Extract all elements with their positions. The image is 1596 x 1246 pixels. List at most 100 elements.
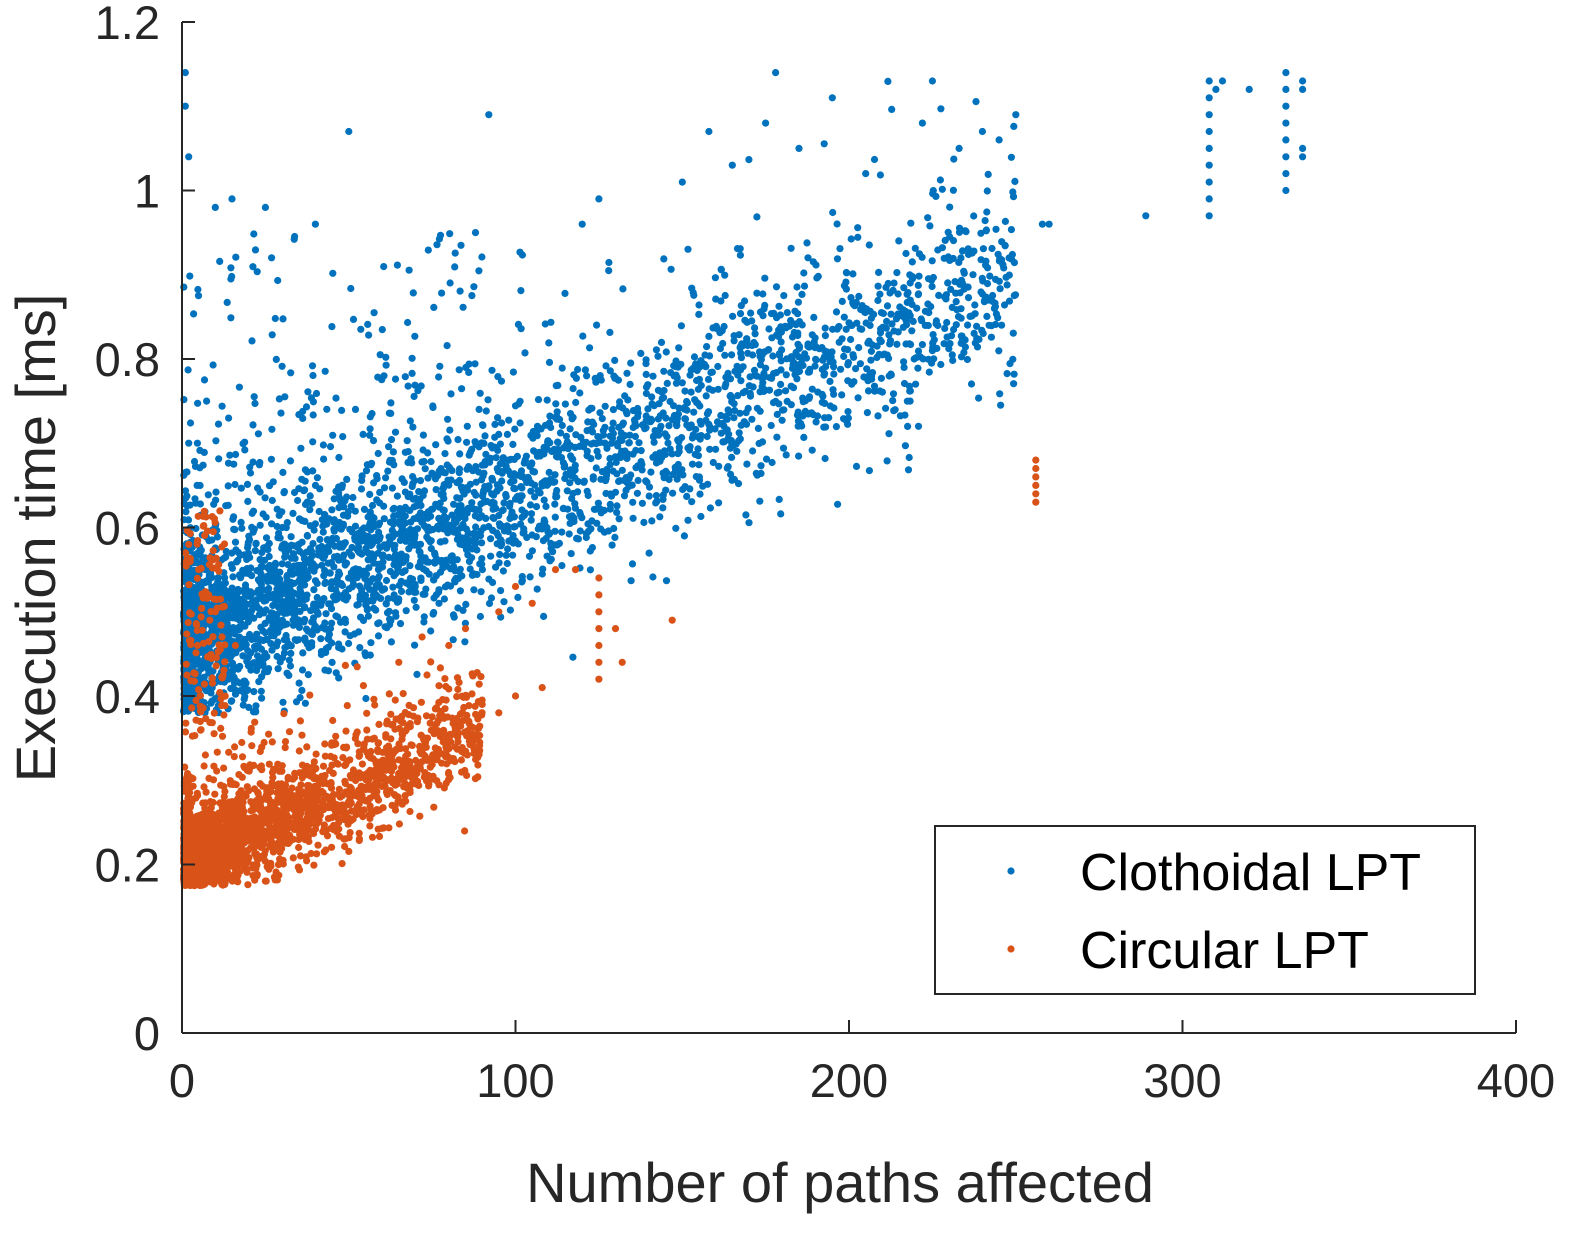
data-point <box>296 852 305 860</box>
data-point <box>854 394 862 402</box>
data-point <box>606 328 614 336</box>
data-point <box>470 283 478 291</box>
data-point <box>345 639 353 648</box>
data-point <box>821 332 830 340</box>
data-point <box>183 492 191 500</box>
data-point <box>781 322 789 330</box>
data-point <box>863 365 871 373</box>
data-point <box>602 474 610 483</box>
data-point <box>238 524 246 532</box>
data-point <box>884 279 892 288</box>
data-point <box>310 586 318 594</box>
data-point <box>929 187 937 195</box>
data-point <box>778 406 787 414</box>
data-point <box>826 357 834 366</box>
data-point <box>591 374 599 382</box>
data-point <box>590 420 598 428</box>
data-point <box>433 241 441 249</box>
data-point <box>251 547 259 555</box>
data-point <box>605 267 613 275</box>
data-point <box>526 573 534 581</box>
data-point <box>807 409 816 417</box>
data-point <box>239 652 247 660</box>
data-point <box>279 468 287 476</box>
data-point <box>271 561 279 569</box>
data-point <box>364 320 372 328</box>
data-point <box>736 310 745 318</box>
data-point <box>680 404 689 412</box>
data-point <box>970 212 978 220</box>
data-point <box>280 488 288 496</box>
data-point <box>534 396 543 404</box>
data-point <box>1005 254 1013 262</box>
data-point <box>392 612 400 620</box>
data-point <box>874 296 882 305</box>
data-point <box>373 536 381 545</box>
data-point <box>844 359 853 367</box>
data-point <box>591 505 600 513</box>
data-point <box>186 571 194 579</box>
data-point <box>1299 144 1307 152</box>
data-point <box>345 127 353 136</box>
data-point <box>964 294 973 302</box>
data-point <box>902 249 910 258</box>
data-point <box>404 458 412 467</box>
data-point <box>782 371 790 379</box>
data-point <box>410 588 418 596</box>
data-point <box>321 666 329 674</box>
data-point <box>476 612 484 621</box>
data-point <box>961 227 969 235</box>
data-point <box>712 445 720 453</box>
data-point <box>882 404 890 412</box>
data-point <box>229 662 237 670</box>
data-point <box>847 294 855 302</box>
data-point <box>385 443 393 451</box>
data-point <box>556 429 565 437</box>
data-point <box>533 585 541 593</box>
data-point <box>490 491 498 499</box>
data-point <box>516 496 524 505</box>
data-point <box>252 539 260 547</box>
data-point <box>414 387 422 395</box>
data-point <box>509 440 517 448</box>
data-point <box>767 421 775 430</box>
data-point <box>475 514 483 522</box>
data-point <box>680 532 689 540</box>
data-point <box>371 701 379 709</box>
data-point <box>510 523 518 531</box>
data-point <box>1007 226 1016 234</box>
data-point <box>857 305 865 314</box>
data-point <box>298 686 306 695</box>
data-point <box>330 527 338 535</box>
data-point <box>272 355 280 363</box>
data-point <box>440 595 448 603</box>
data-point <box>413 670 421 679</box>
data-point <box>234 588 242 597</box>
data-point <box>393 261 401 269</box>
data-point <box>836 245 844 253</box>
data-point <box>808 331 816 339</box>
data-point <box>619 285 627 293</box>
data-point <box>488 366 496 374</box>
data-point <box>232 450 240 459</box>
data-point <box>611 356 619 364</box>
points-layer <box>180 69 1307 890</box>
data-point <box>480 524 488 532</box>
data-point <box>461 619 469 627</box>
data-point <box>246 463 254 471</box>
data-point <box>914 347 923 355</box>
data-point <box>997 401 1005 409</box>
data-point <box>830 390 838 398</box>
data-point <box>298 666 307 674</box>
data-point <box>208 697 216 705</box>
data-point <box>313 579 321 588</box>
data-point <box>561 474 569 483</box>
data-point <box>582 530 591 538</box>
data-point <box>678 178 686 186</box>
data-point <box>910 355 918 363</box>
data-point <box>380 515 388 523</box>
data-point <box>303 531 311 540</box>
data-point <box>335 504 343 512</box>
data-point <box>487 594 496 602</box>
data-point <box>186 419 195 427</box>
